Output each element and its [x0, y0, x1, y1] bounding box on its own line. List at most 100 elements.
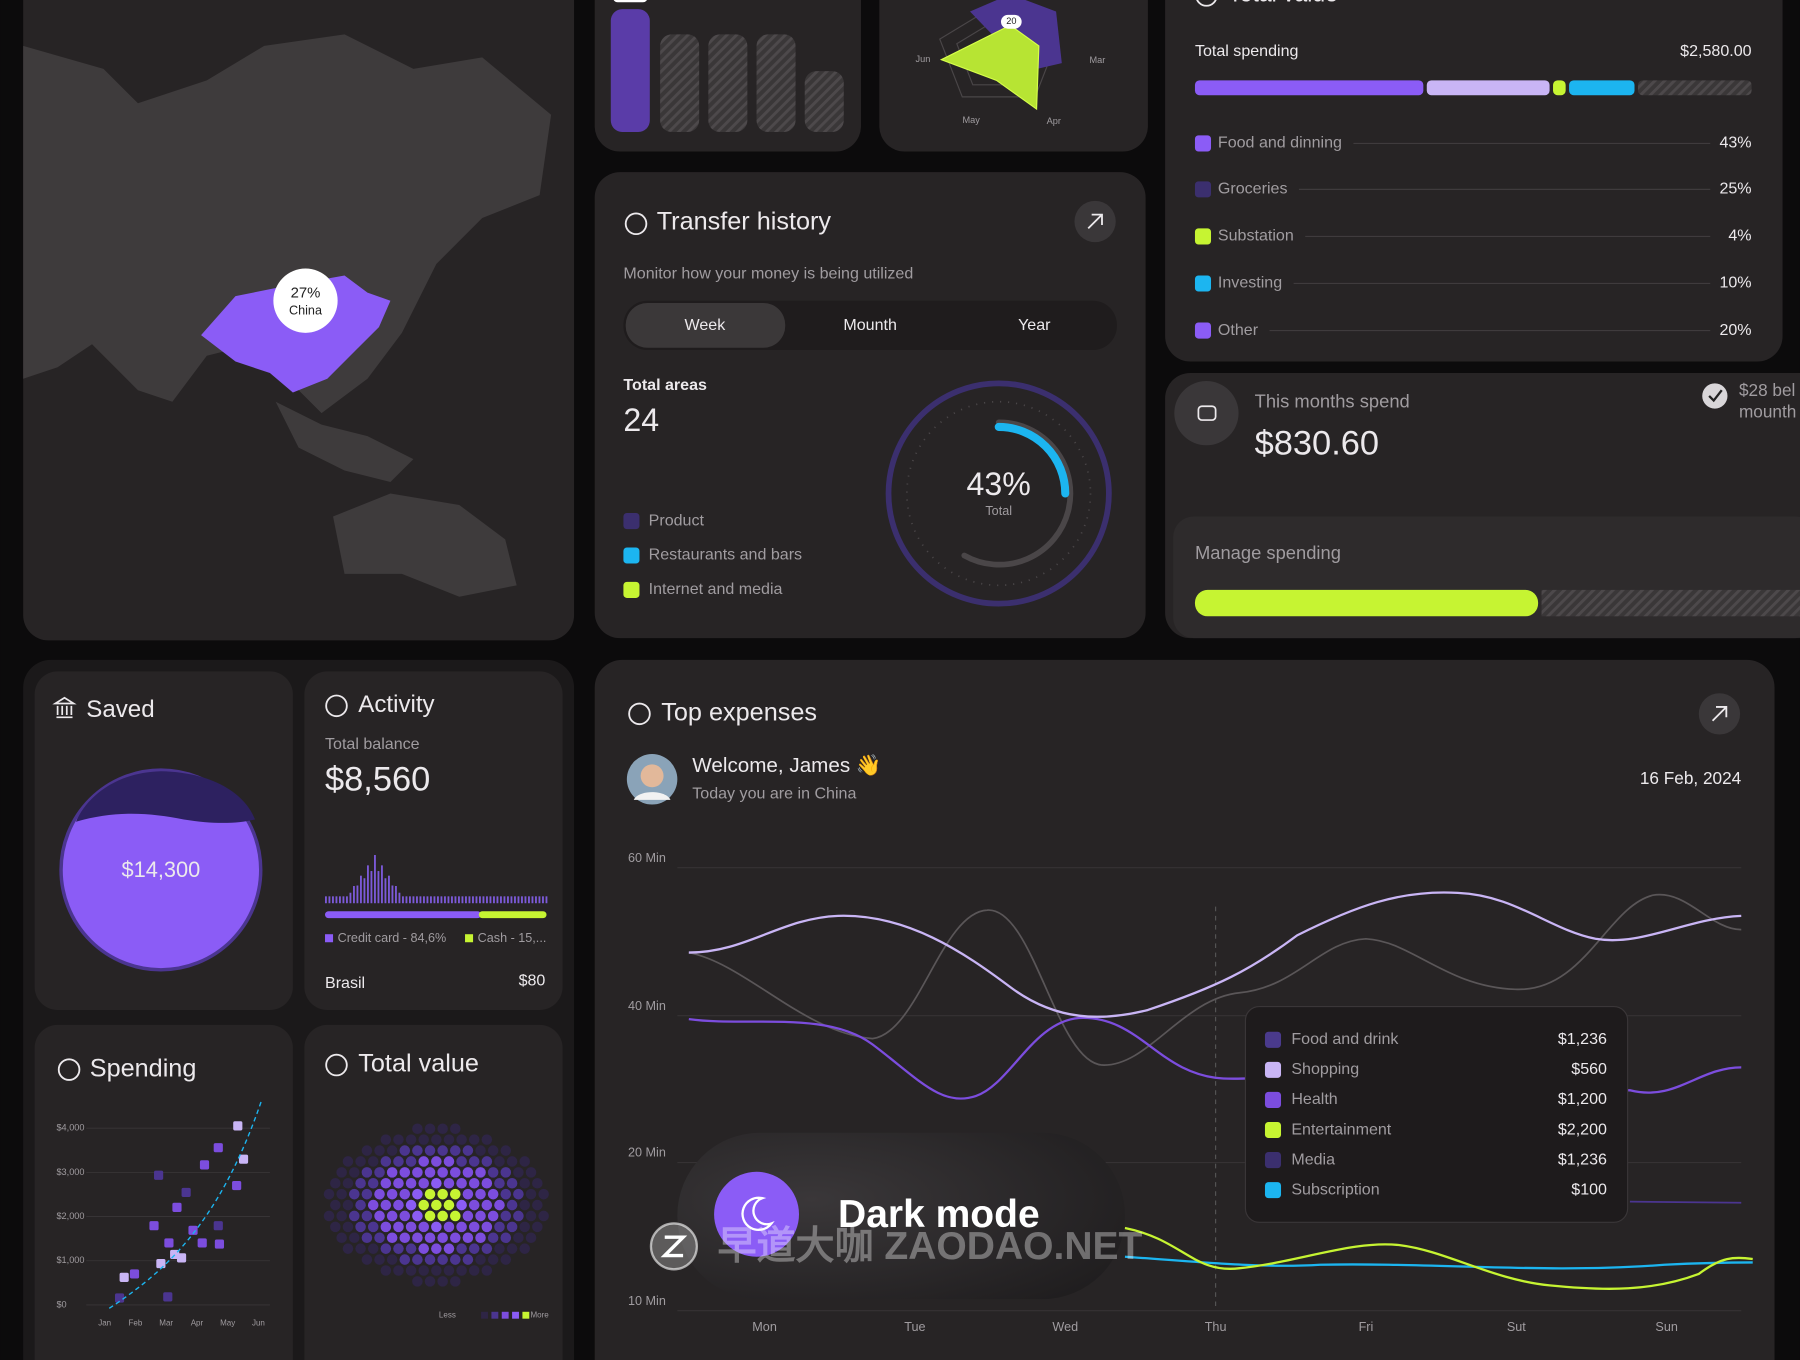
radar-label: Apr — [1047, 116, 1061, 126]
heat-cell — [380, 1265, 392, 1276]
heat-cell — [506, 1199, 518, 1211]
legend-swatch — [1194, 228, 1212, 245]
activity-bar — [472, 896, 474, 904]
heat-cell — [399, 1167, 411, 1178]
scatter-point — [114, 1293, 125, 1303]
y-tick-label: $0 — [56, 1299, 66, 1309]
tooltip-name: Food and drink — [1291, 1030, 1399, 1048]
x-tick-label: Sun — [1655, 1320, 1677, 1334]
heat-cell — [418, 1199, 429, 1211]
heat-cell — [348, 1232, 360, 1244]
heat-cell — [342, 1199, 354, 1211]
activity-bar — [328, 896, 331, 904]
x-tick-label: Jun — [252, 1318, 265, 1327]
heat-cell — [348, 1210, 360, 1222]
activity-bar — [412, 896, 415, 904]
bank-icon — [52, 696, 77, 719]
map-china — [201, 275, 391, 393]
heat-cell — [449, 1167, 461, 1178]
heat-cell — [487, 1188, 499, 1200]
card-subtitle: Monitor how your money is being utilized — [623, 265, 913, 283]
legend-swatch — [623, 547, 640, 564]
activity-bar — [419, 896, 422, 904]
tab-active[interactable] — [625, 302, 786, 348]
bar — [708, 34, 748, 132]
dark-mode-toggle[interactable] — [677, 1132, 1125, 1300]
heat-cell — [462, 1167, 474, 1178]
scatter-point — [197, 1238, 207, 1248]
heat-cell — [431, 1265, 442, 1276]
heat-cell — [386, 1167, 398, 1178]
radar-badge-text: 20 — [1006, 16, 1016, 26]
x-tick-label: Mon — [752, 1320, 777, 1334]
heat-cell — [500, 1167, 512, 1178]
activity-bar — [384, 878, 387, 904]
heat-cell — [355, 1156, 366, 1167]
scatter-point — [233, 1121, 243, 1131]
tooltip-value: $1,200 — [1558, 1090, 1607, 1108]
heat-cell — [525, 1210, 537, 1222]
heat-cell — [412, 1232, 423, 1244]
icon — [325, 694, 348, 718]
heat-cell — [336, 1210, 347, 1222]
areas-value: 24 — [623, 402, 659, 438]
tab[interactable]: Mounth — [843, 316, 897, 334]
heat-cell — [500, 1254, 512, 1265]
heat-cell — [468, 1243, 480, 1254]
heat-cell — [475, 1210, 486, 1222]
heat-cell — [487, 1232, 499, 1244]
activity-bar — [461, 896, 464, 904]
heat-cell — [367, 1177, 379, 1189]
y-tick-label: 60 Min — [628, 851, 666, 865]
activity-bar — [349, 892, 352, 904]
y-tick-label: $2,000 — [56, 1211, 84, 1221]
x-tick-label: Thu — [1205, 1320, 1227, 1334]
heat-cell — [468, 1199, 480, 1211]
tab[interactable]: Week — [685, 316, 727, 334]
balance-value: $8,560 — [325, 761, 430, 799]
activity-bar — [468, 896, 471, 904]
heat-cell — [393, 1243, 404, 1254]
heat-cell — [424, 1276, 436, 1287]
arrow-icon — [1711, 706, 1728, 722]
heat-cell — [481, 1156, 493, 1167]
legend-percent: 25% — [1719, 180, 1751, 198]
heat-cell — [342, 1156, 354, 1167]
heat-cell — [431, 1199, 442, 1211]
activity-bar — [374, 855, 376, 904]
heat-cell — [330, 1177, 341, 1189]
scatter-point — [156, 1259, 166, 1269]
heat-cell — [487, 1210, 499, 1222]
scatter-point — [129, 1269, 140, 1279]
heat-legend-swatch — [522, 1311, 530, 1319]
heat-cell — [418, 1177, 429, 1189]
activity-bar — [353, 886, 355, 904]
heat-cell — [361, 1167, 373, 1178]
scatter-point — [119, 1272, 129, 1282]
heat-cell — [424, 1232, 436, 1244]
scatter-point — [214, 1239, 225, 1249]
tab[interactable]: Year — [1018, 316, 1051, 334]
heat-cell — [380, 1199, 392, 1211]
activity-bar — [430, 896, 432, 904]
toggle-knob — [714, 1171, 800, 1257]
heat-cell — [374, 1145, 385, 1156]
legend-swatch — [1264, 1091, 1282, 1108]
legend-name: Internet and media — [649, 580, 783, 598]
heat-cell — [393, 1265, 404, 1276]
heat-cell — [418, 1134, 429, 1145]
activity-bar — [346, 896, 348, 904]
activity-bar — [409, 896, 411, 904]
bar — [756, 34, 796, 132]
activity-bar — [538, 896, 541, 904]
activity-bar — [398, 892, 401, 904]
card — [594, 172, 1146, 639]
heat-cell — [355, 1199, 366, 1211]
activity-bar — [363, 878, 366, 904]
activity-bar — [325, 896, 327, 904]
heat-cell — [380, 1177, 392, 1189]
legend-percent: 4% — [1728, 227, 1751, 245]
heat-cell — [431, 1221, 442, 1233]
map-land — [23, 34, 552, 414]
